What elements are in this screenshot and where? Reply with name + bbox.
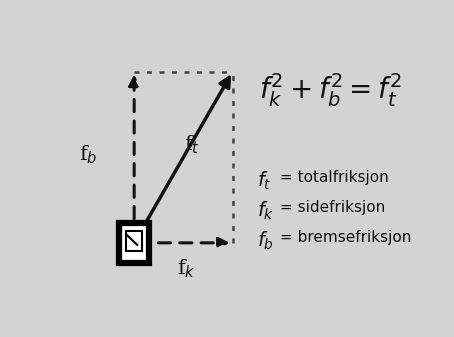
Text: $f_k^2 + f_b^2 = f_t^2$: $f_k^2 + f_b^2 = f_t^2$ bbox=[259, 71, 402, 110]
Text: = sidefriksjon: = sidefriksjon bbox=[280, 200, 385, 215]
Text: $f_b$: $f_b$ bbox=[257, 230, 274, 252]
Text: f$_t$: f$_t$ bbox=[184, 133, 200, 156]
Text: f$_b$: f$_b$ bbox=[79, 143, 98, 166]
Text: = bremsefriksjon: = bremsefriksjon bbox=[280, 230, 411, 245]
Text: $f_t$: $f_t$ bbox=[257, 170, 272, 192]
Text: = totalfriksjon: = totalfriksjon bbox=[280, 170, 389, 185]
Text: $f_k$: $f_k$ bbox=[257, 200, 275, 222]
Bar bbox=[119, 223, 149, 263]
Text: f$_k$: f$_k$ bbox=[178, 257, 197, 280]
Bar bbox=[126, 231, 143, 251]
